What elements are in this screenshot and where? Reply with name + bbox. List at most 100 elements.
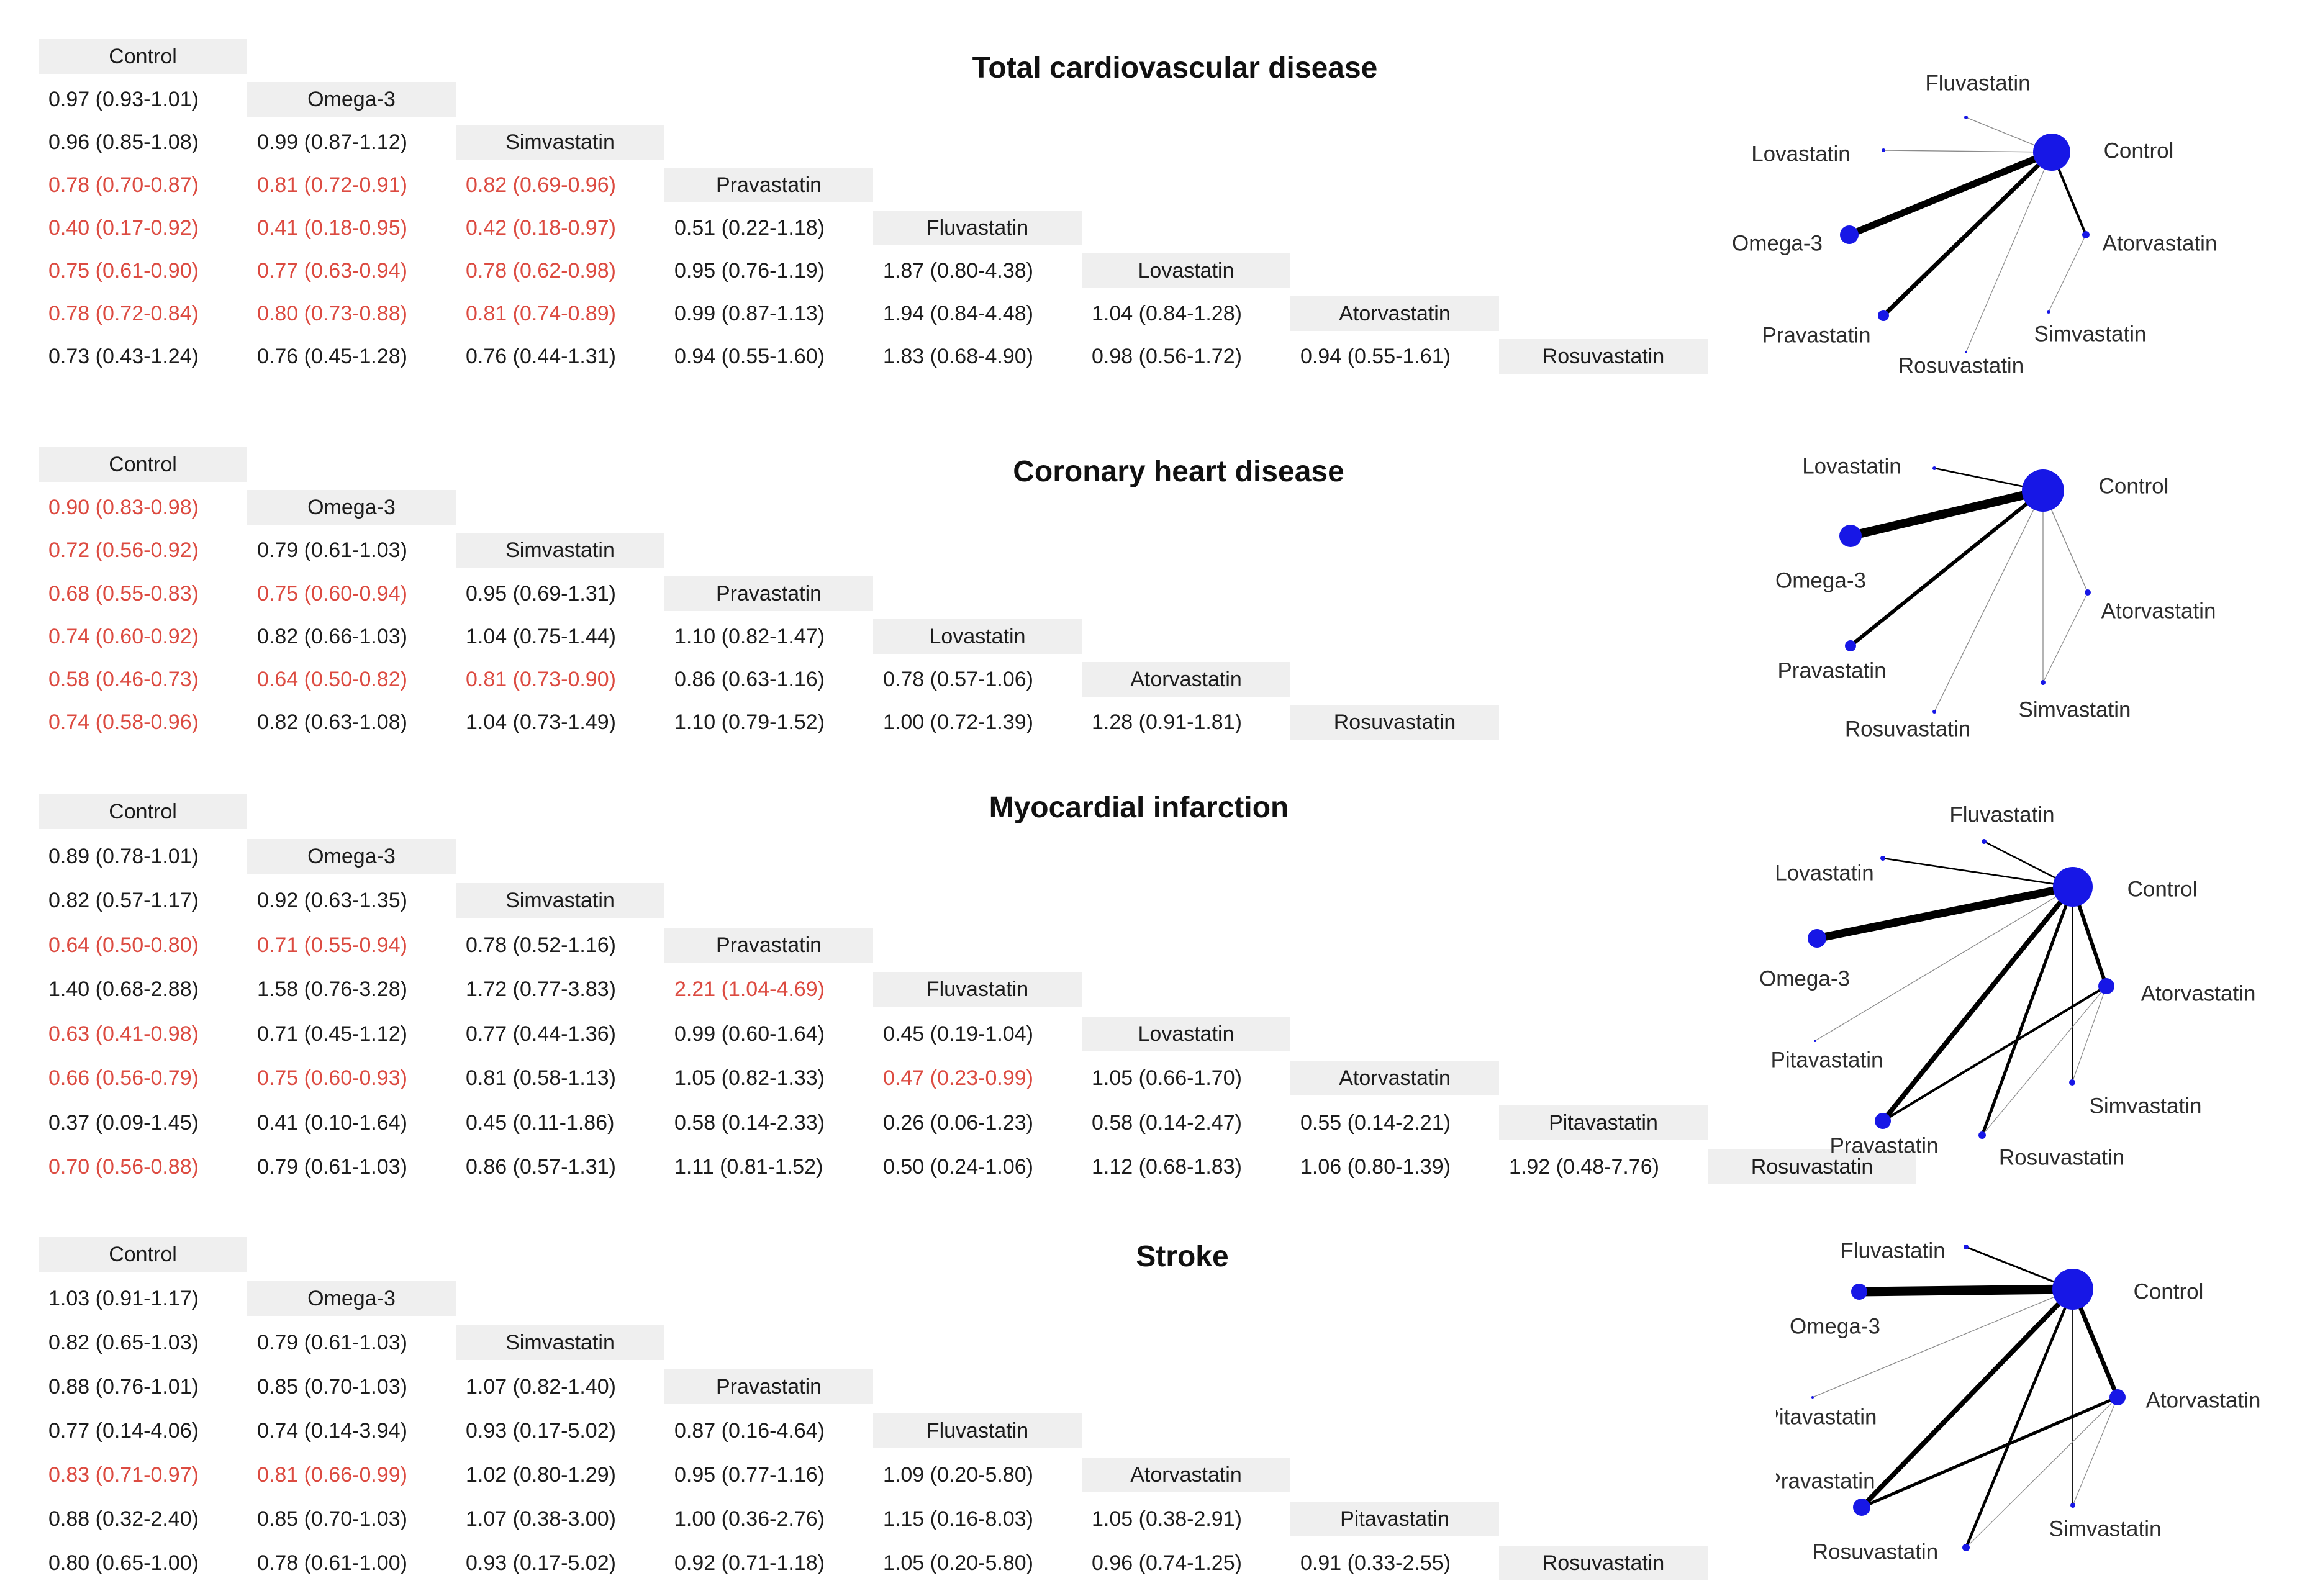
treatment-header-cell: Omega-3 <box>247 490 456 525</box>
node-label-pravastatin: Pravastatin <box>1776 1469 1875 1494</box>
treatment-header-cell: Pravastatin <box>664 576 873 611</box>
rr-cell: 1.58 (0.76-3.28) <box>257 977 407 1001</box>
rr-cell: 0.75 (0.60-0.93) <box>257 1066 407 1090</box>
rr-cell: 0.81 (0.66-0.99) <box>257 1463 407 1487</box>
rr-cell: 2.21 (1.04-4.69) <box>674 977 825 1001</box>
node-control <box>2022 469 2064 512</box>
rr-cell: 0.95 (0.76-1.19) <box>674 259 825 283</box>
node-label-lovastatin: Lovastatin <box>1775 861 1874 886</box>
rr-cell: 0.82 (0.66-1.03) <box>257 624 407 648</box>
treatment-header-cell: Lovastatin <box>1082 253 1290 288</box>
rr-cell: 0.76 (0.44-1.31) <box>466 345 616 368</box>
rr-cell: 0.79 (0.61-1.03) <box>257 1155 407 1179</box>
rr-cell: 0.64 (0.50-0.80) <box>48 933 199 957</box>
node-omega3 <box>1851 1284 1867 1300</box>
treatment-header-cell: Omega-3 <box>247 838 456 874</box>
rr-cell: 0.82 (0.65-1.03) <box>48 1331 199 1354</box>
rr-cell: 0.74 (0.60-0.92) <box>48 624 199 648</box>
node-label-simvastatin: Simvastatin <box>2019 698 2131 722</box>
node-label-omega3: Omega-3 <box>1759 967 1850 991</box>
rr-cell: 1.00 (0.72-1.39) <box>883 710 1033 735</box>
rr-cell: 0.90 (0.83-0.98) <box>48 496 199 520</box>
node-pravastatin <box>1845 640 1856 651</box>
rr-cell: 0.85 (0.70-1.03) <box>257 1507 407 1531</box>
treatment-header-cell: Simvastatin <box>456 1325 664 1360</box>
edge-control-pitavastatin <box>1812 1289 2073 1398</box>
edge-control-pravastatin <box>1880 885 2075 1123</box>
node-label-pravastatin: Pravastatin <box>1829 1134 1938 1158</box>
edge-control-pravastatin <box>1882 150 2054 317</box>
node-label-omega3: Omega-3 <box>1775 569 1866 593</box>
treatment-header-cell: Omega-3 <box>247 82 456 117</box>
treatment-header-cell: Pravastatin <box>664 168 873 202</box>
rr-cell: 0.86 (0.63-1.16) <box>674 668 825 691</box>
rr-cell: 0.81 (0.58-1.13) <box>466 1066 616 1090</box>
treatment-header-cell: Simvastatin <box>456 533 664 568</box>
node-label-control: Control <box>2134 1280 2204 1304</box>
network-plot-total-cardiovascular-disease: Control Omega-3 Simvastatin Pravastatin Fluv… <box>1732 71 2217 378</box>
rr-cell: 0.88 (0.32-2.40) <box>48 1507 199 1531</box>
rr-cell: 1.28 (0.91-1.81) <box>1092 710 1242 735</box>
rr-cell: 0.77 (0.63-0.94) <box>257 259 407 283</box>
edge-control-simvastatin <box>2072 886 2073 1083</box>
outcome-title: Myocardial infarction <box>989 791 1289 824</box>
node-pravastatin <box>1853 1499 1870 1516</box>
node-label-lovastatin: Lovastatin <box>1802 455 1901 479</box>
node-label-pitavastatin: Pitavastatin <box>1771 1048 1883 1072</box>
node-pravastatin <box>1878 310 1889 321</box>
node-label-fluvastatin: Fluvastatin <box>1840 1239 1945 1263</box>
node-rosuvastatin <box>1965 351 1967 353</box>
rr-cell: 0.58 (0.14-2.33) <box>674 1110 825 1135</box>
rr-cell: 1.04 (0.84-1.28) <box>1092 302 1242 325</box>
edge-atorvastatin-simvastatin <box>2072 1397 2118 1506</box>
treatment-header-cell: Pravastatin <box>664 927 873 963</box>
node-omega3 <box>1840 225 1859 244</box>
rr-cell: 0.95 (0.77-1.16) <box>674 1463 825 1487</box>
treatment-header-cell: Pitavastatin <box>1499 1105 1708 1140</box>
node-simvastatin <box>2041 680 2046 685</box>
edge-control-pravastatin <box>1860 1287 2075 1509</box>
rr-cell: 1.02 (0.80-1.29) <box>466 1463 616 1487</box>
node-fluvastatin <box>1964 1245 1969 1249</box>
treatment-header-cell: Rosuvastatin <box>1290 705 1499 740</box>
rr-cell: 0.83 (0.71-0.97) <box>48 1463 199 1487</box>
rr-cell: 0.78 (0.62-0.98) <box>466 259 616 283</box>
node-lovastatin <box>1932 466 1936 470</box>
treatment-header-cell: Fluvastatin <box>873 972 1082 1007</box>
rr-cell: 0.99 (0.60-1.64) <box>674 1022 825 1046</box>
edge-control-omega3 <box>1849 486 2044 540</box>
rr-cell: 0.63 (0.41-0.98) <box>48 1022 199 1046</box>
edge-atorvastatin-simvastatin <box>2072 986 2107 1083</box>
rr-cell: 0.58 (0.46-0.73) <box>48 668 199 691</box>
rr-cell: 0.91 (0.33-2.55) <box>1300 1551 1451 1575</box>
rr-cell: 0.71 (0.55-0.94) <box>257 933 407 957</box>
edge-control-omega3 <box>1816 882 2074 943</box>
rr-cell: 0.78 (0.72-0.84) <box>48 302 199 325</box>
edge-control-rosuvastatin <box>1934 490 2044 712</box>
rr-cell: 0.82 (0.57-1.17) <box>48 889 199 912</box>
rr-cell: 1.92 (0.48-7.76) <box>1509 1155 1659 1179</box>
node-label-simvastatin: Simvastatin <box>2090 1094 2202 1118</box>
rr-cell: 1.09 (0.20-5.80) <box>883 1463 1033 1487</box>
node-simvastatin <box>2070 1503 2075 1508</box>
node-atorvastatin <box>2082 231 2090 238</box>
node-pitavastatin <box>1814 1040 1816 1042</box>
rr-cell: 0.86 (0.57-1.31) <box>466 1155 616 1179</box>
rr-cell: 0.51 (0.22-1.18) <box>674 216 825 240</box>
node-fluvastatin <box>1964 116 1968 119</box>
network-plot-myocardial-infarction: Control Omega-3 Simvastatin Pravastatin Fluv… <box>1759 803 2256 1170</box>
node-lovastatin <box>1882 148 1885 152</box>
rr-cell: 0.71 (0.45-1.12) <box>257 1022 407 1046</box>
node-label-pravastatin: Pravastatin <box>1777 659 1886 683</box>
node-label-control: Control <box>2127 877 2198 902</box>
rr-cell: 0.55 (0.14-2.21) <box>1300 1110 1451 1135</box>
node-atorvastatin <box>2085 589 2091 596</box>
treatment-header-cell: Control <box>39 794 247 829</box>
node-label-atorvastatin: Atorvastatin <box>2141 982 2256 1006</box>
rr-cell: 0.73 (0.43-1.24) <box>48 345 199 368</box>
rr-cell: 0.41 (0.18-0.95) <box>257 216 407 240</box>
rr-cell: 0.99 (0.87-1.12) <box>257 130 407 154</box>
rr-cell: 0.79 (0.61-1.03) <box>257 1331 407 1354</box>
node-lovastatin <box>1880 856 1885 861</box>
treatment-header-cell: Atorvastatin <box>1082 1458 1290 1492</box>
